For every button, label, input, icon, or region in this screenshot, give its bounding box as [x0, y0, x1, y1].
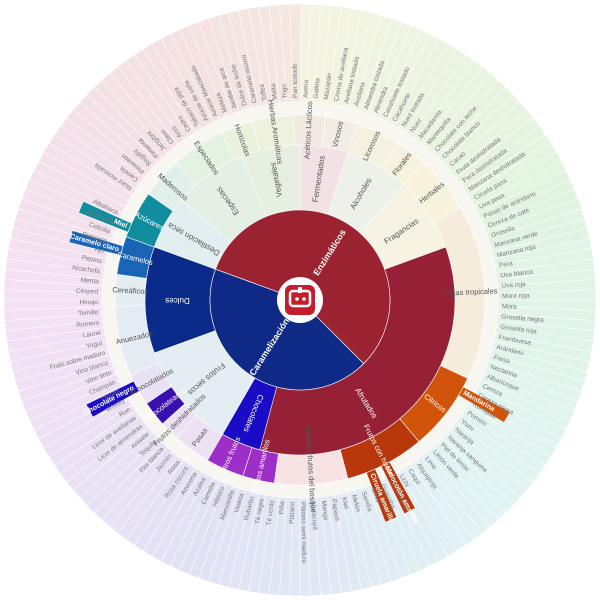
- flavor-term-grosella-negra: Grosella negra: [501, 314, 544, 325]
- outer-label-frutas-tropicales: Frutas tropicales: [442, 286, 498, 297]
- outer-ring: [114, 114, 486, 486]
- highlight-ring: [68, 200, 511, 523]
- flavor-term-grosella-roja: Grosella roja: [500, 324, 538, 336]
- highlight-segment-melocoton-amarillo: [380, 461, 416, 515]
- flavor-term-melon: Melón: [350, 494, 362, 513]
- highlight-segment-caramelo-claro: [68, 230, 124, 256]
- flavor-term-pina: Piña: [278, 501, 286, 515]
- flavor-term-platano: Plátano: [289, 501, 297, 524]
- highlight-segment-miel: [78, 200, 133, 233]
- flavor-term-mazapan: Mazapán: [323, 72, 333, 100]
- outer-label-cereaficos: Cereáficos: [112, 285, 149, 296]
- flavor-term-mora: Mora: [502, 303, 517, 310]
- flavor-term-maracuya: Maracuyá: [310, 501, 319, 530]
- flavor-term-uva-blanca: Uva blanca: [500, 269, 534, 280]
- flavor-term-te-verde: Té verde: [266, 499, 277, 526]
- flavor-term-papaya: Papaya: [330, 499, 341, 522]
- highlight-segment-mandarina: [458, 386, 511, 423]
- middle-ring: [144, 144, 456, 456]
- flavor-term-tomillo: Tomillo: [78, 309, 99, 317]
- middle-label-dulces: Dulces: [165, 296, 189, 305]
- brand-logo-icon: [277, 277, 323, 323]
- flavor-term-kiwi: Kiwi: [340, 497, 349, 510]
- highlight-segment-chocolate-negro: [85, 380, 140, 418]
- flavor-term-avena: Avena: [303, 79, 311, 98]
- flavor-term-menta: Menta: [80, 277, 99, 286]
- flavor-term-toffee: Toffee: [259, 83, 269, 102]
- highlight-segment-ciruela-amarilla: [365, 468, 398, 523]
- flavor-term-platano-semi-maduro: Plátano semi maduro: [299, 502, 307, 564]
- flavor-term-malta: Malta: [270, 83, 279, 100]
- flavor-term-trigo: Trigo: [281, 83, 289, 98]
- flavor-term-romero: Romero: [76, 319, 100, 329]
- flavor-term-cesped: Césped: [76, 288, 99, 296]
- flavor-term-pan-tostado: Pan tostado: [292, 63, 300, 98]
- outer-label-aceticos-lacticos: Acéticos Lácticos: [302, 101, 314, 160]
- flavor-term-uva-roja: Uva roja: [501, 281, 526, 290]
- flavor-term-alcachofa: Alcachofa: [71, 264, 101, 275]
- flavor-term-fresa: Fresa: [493, 354, 511, 366]
- flavor-term-te-negro: Té negro: [254, 497, 266, 524]
- flavor-term-pera: Pera: [499, 260, 514, 269]
- flavor-term-mora-roja: Mora roja: [502, 292, 530, 300]
- inner-ring: [209, 209, 391, 391]
- highlight-label-miel: Miel: [113, 218, 128, 230]
- flavor-term-pepino: Pepino: [81, 254, 103, 265]
- flavor-term-ajo: Ajo: [94, 246, 105, 255]
- flavor-term-galleta: Galleta: [313, 77, 322, 98]
- flavor-term-mango: Mango: [320, 500, 329, 521]
- flavor-term-hinojo: Hinojo: [80, 299, 99, 306]
- outer-band-tint: [289, 3, 302, 103]
- flavor-term-laurel: Laurel: [82, 330, 102, 340]
- flavor-term-yogur: Yogur: [86, 340, 105, 351]
